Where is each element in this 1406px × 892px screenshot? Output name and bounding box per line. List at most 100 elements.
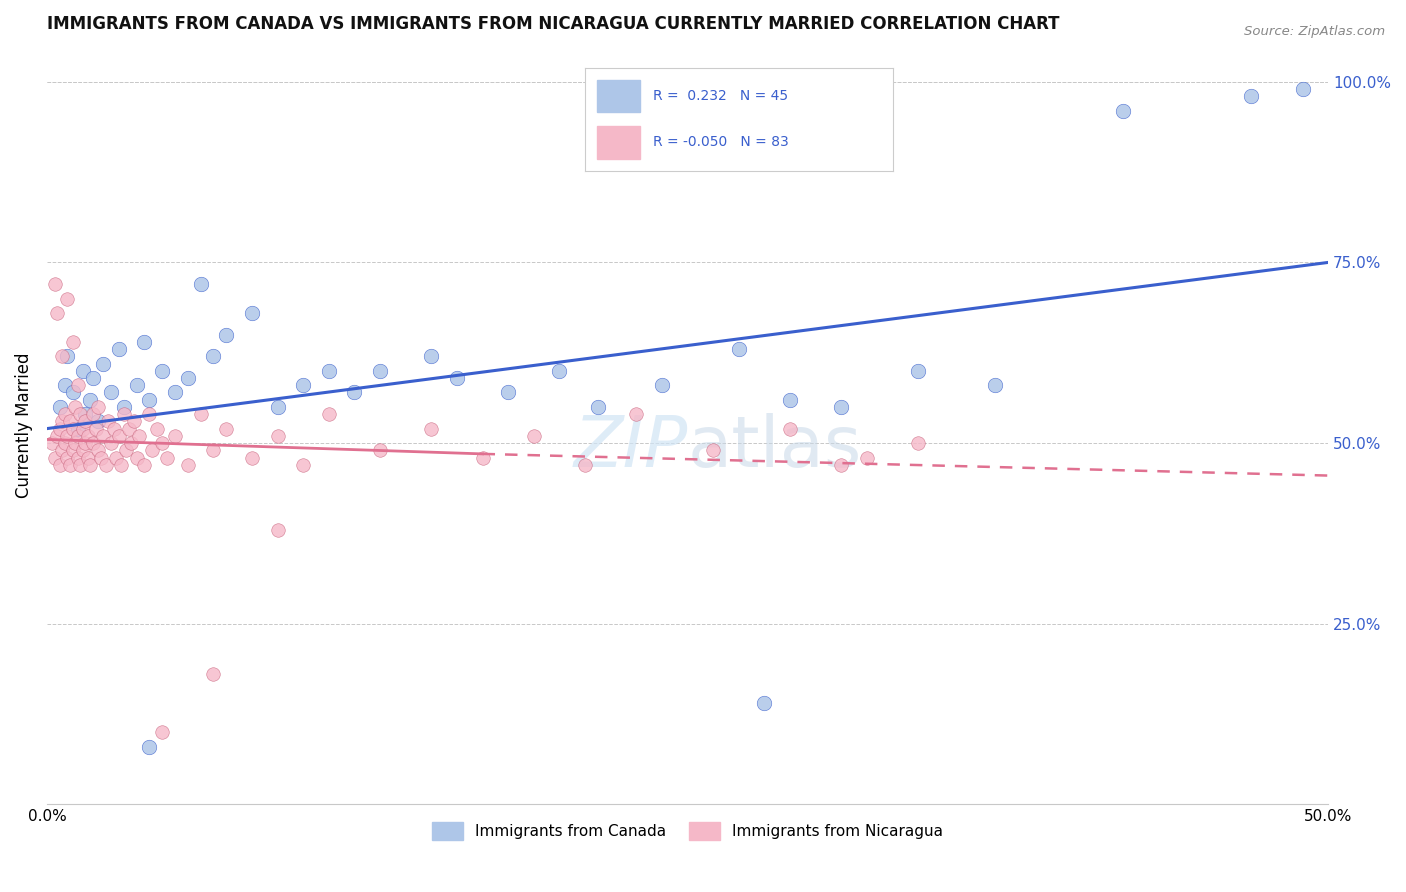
- Point: [87, 400, 110, 414]
- Point: [177, 458, 200, 472]
- Point: [66, 450, 89, 465]
- Point: [100, 436, 122, 450]
- Point: [150, 725, 173, 739]
- Point: [75, 407, 97, 421]
- Point: [100, 385, 122, 400]
- Point: [266, 400, 288, 414]
- Point: [125, 378, 148, 392]
- Point: [626, 407, 648, 421]
- Point: [59, 414, 82, 428]
- Point: [523, 429, 546, 443]
- Point: [702, 443, 724, 458]
- Point: [754, 696, 776, 710]
- Point: [107, 429, 129, 443]
- Point: [984, 378, 1007, 392]
- Point: [115, 443, 138, 458]
- Point: [48, 458, 70, 472]
- Point: [66, 378, 89, 392]
- Point: [107, 342, 129, 356]
- Point: [215, 327, 238, 342]
- Point: [112, 400, 135, 414]
- Point: [46, 306, 69, 320]
- Point: [830, 458, 852, 472]
- Point: [1240, 89, 1263, 103]
- Point: [44, 277, 66, 291]
- Point: [779, 392, 801, 407]
- Point: [66, 421, 89, 435]
- Point: [318, 364, 340, 378]
- Point: [62, 334, 84, 349]
- Point: [72, 443, 94, 458]
- Point: [138, 407, 160, 421]
- Point: [343, 385, 366, 400]
- Point: [110, 458, 132, 472]
- Point: [651, 378, 673, 392]
- Point: [63, 400, 86, 414]
- Point: [134, 458, 156, 472]
- Point: [190, 277, 212, 291]
- Text: ZIP: ZIP: [574, 413, 688, 483]
- Point: [202, 667, 225, 681]
- Point: [128, 429, 150, 443]
- Point: [112, 407, 135, 421]
- Point: [69, 458, 91, 472]
- Point: [548, 364, 571, 378]
- Point: [471, 450, 494, 465]
- Point: [63, 436, 86, 450]
- Point: [150, 436, 173, 450]
- Point: [41, 436, 63, 450]
- Point: [51, 414, 73, 428]
- Point: [292, 458, 315, 472]
- Point: [202, 443, 225, 458]
- Point: [66, 429, 89, 443]
- Point: [134, 334, 156, 349]
- Point: [53, 436, 76, 450]
- Point: [51, 443, 73, 458]
- Point: [62, 443, 84, 458]
- Point: [446, 371, 468, 385]
- Point: [202, 349, 225, 363]
- Point: [59, 458, 82, 472]
- Point: [368, 364, 391, 378]
- Point: [75, 414, 97, 428]
- Point: [141, 443, 163, 458]
- Point: [318, 407, 340, 421]
- Point: [156, 450, 179, 465]
- Point: [77, 429, 100, 443]
- Point: [103, 421, 125, 435]
- Point: [75, 436, 97, 450]
- Point: [150, 364, 173, 378]
- Point: [72, 364, 94, 378]
- Point: [48, 421, 70, 435]
- Point: [105, 450, 128, 465]
- Point: [90, 450, 112, 465]
- Point: [82, 436, 104, 450]
- Text: IMMIGRANTS FROM CANADA VS IMMIGRANTS FROM NICARAGUA CURRENTLY MARRIED CORRELATIO: IMMIGRANTS FROM CANADA VS IMMIGRANTS FRO…: [46, 15, 1059, 33]
- Point: [138, 392, 160, 407]
- Text: Source: ZipAtlas.com: Source: ZipAtlas.com: [1244, 25, 1385, 38]
- Point: [56, 349, 79, 363]
- Legend: Immigrants from Canada, Immigrants from Nicaragua: Immigrants from Canada, Immigrants from …: [426, 816, 949, 846]
- Point: [420, 421, 443, 435]
- Point: [292, 378, 315, 392]
- Point: [72, 421, 94, 435]
- Point: [69, 407, 91, 421]
- Point: [163, 385, 186, 400]
- Point: [163, 429, 186, 443]
- Point: [48, 400, 70, 414]
- Point: [496, 385, 519, 400]
- Point: [87, 443, 110, 458]
- Point: [266, 429, 288, 443]
- Point: [727, 342, 749, 356]
- Point: [79, 392, 101, 407]
- Point: [94, 458, 117, 472]
- Point: [1291, 82, 1313, 96]
- Point: [120, 436, 142, 450]
- Point: [368, 443, 391, 458]
- Point: [138, 739, 160, 754]
- Point: [190, 407, 212, 421]
- Point: [830, 400, 852, 414]
- Point: [125, 450, 148, 465]
- Point: [51, 349, 73, 363]
- Point: [62, 421, 84, 435]
